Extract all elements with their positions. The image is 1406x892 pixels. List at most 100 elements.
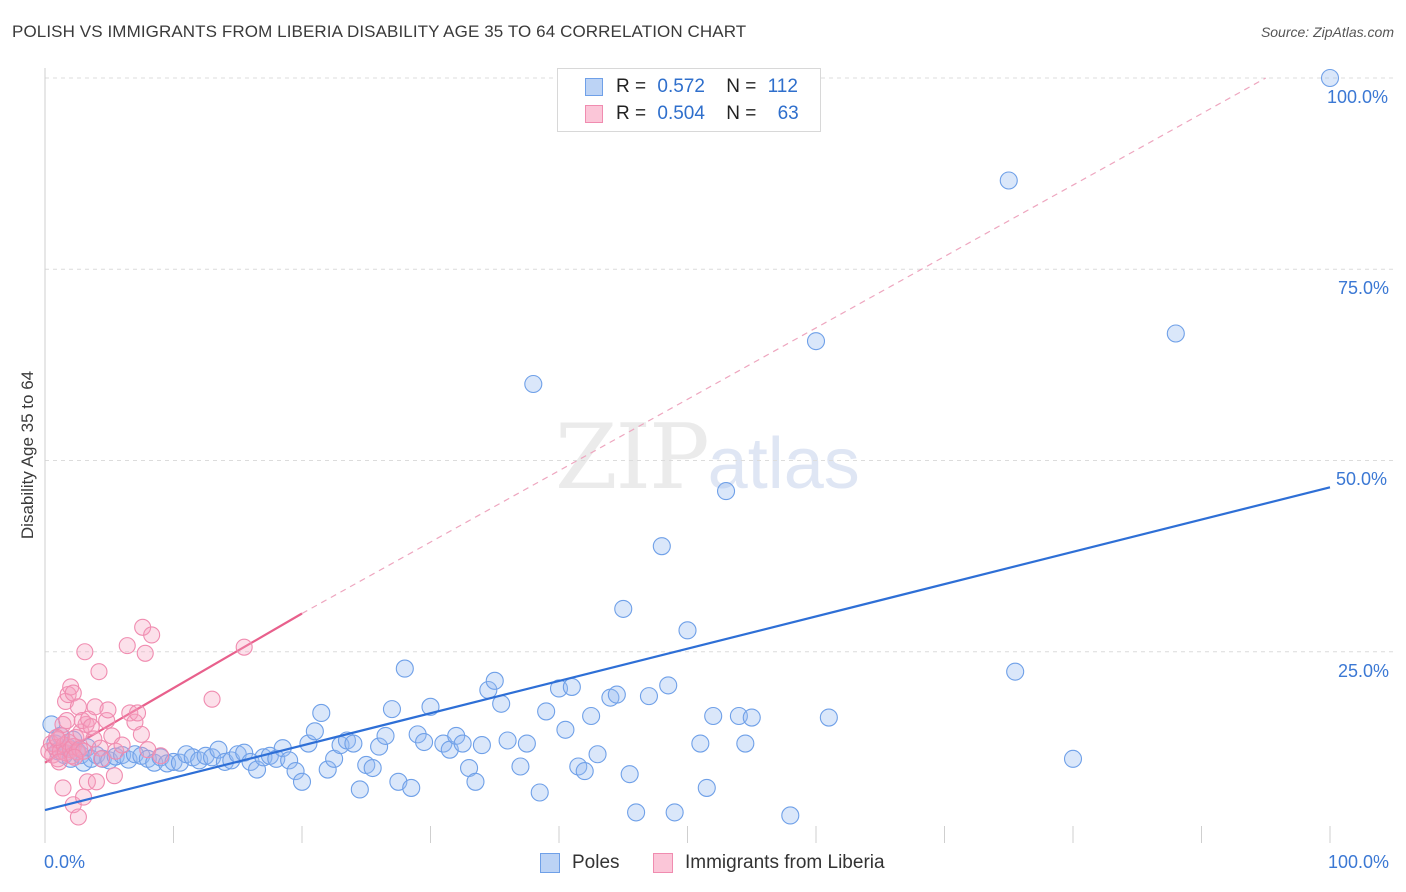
poles-point xyxy=(582,706,601,726)
poles-point xyxy=(781,806,800,825)
legend-row-liberia-text: R = 0.504 N = 63 xyxy=(616,103,799,125)
liberia-point xyxy=(136,644,154,662)
n-label: N = xyxy=(726,76,757,97)
poles-point xyxy=(1063,749,1083,768)
liberia-point xyxy=(105,767,123,785)
liberia-point xyxy=(58,712,76,730)
liberia-point xyxy=(113,736,131,754)
poles-point xyxy=(286,762,305,781)
poles-point xyxy=(1166,324,1185,343)
poles-point xyxy=(292,772,312,791)
y-tick-75: 75.0% xyxy=(1338,278,1390,298)
legend-row-poles: R = 0.572 N = 112 xyxy=(558,74,820,100)
liberia-point xyxy=(99,701,117,719)
poles-point xyxy=(999,171,1018,190)
poles-point xyxy=(485,671,504,690)
liberia-point xyxy=(128,704,147,722)
liberia-point xyxy=(107,742,125,760)
poles-point xyxy=(382,700,402,719)
poles-point xyxy=(530,783,549,802)
poles-point xyxy=(408,725,427,744)
poles-point xyxy=(678,621,697,640)
liberia-point xyxy=(235,638,253,656)
poles-point xyxy=(511,757,530,776)
liberia-point xyxy=(132,725,150,743)
liberia-point xyxy=(69,698,87,716)
poles-point xyxy=(517,734,536,753)
r-label: R = xyxy=(616,76,647,97)
watermark-zip: ZIP xyxy=(555,405,710,510)
poles-point xyxy=(742,708,761,727)
poles-point xyxy=(659,676,678,695)
poles-point xyxy=(704,706,723,726)
poles-point xyxy=(312,703,331,723)
n-label: N = xyxy=(726,103,757,124)
poles-point xyxy=(280,751,299,770)
poles-swatch xyxy=(585,78,603,96)
legend-row-poles-text: R = 0.572 N = 112 xyxy=(616,76,798,98)
liberia-point xyxy=(78,773,96,791)
liberia-point xyxy=(75,742,93,760)
poles-point xyxy=(736,734,755,753)
legend-row-liberia: R = 0.504 N = 63 xyxy=(558,101,820,127)
poles-point xyxy=(607,685,626,704)
poles-point xyxy=(235,743,254,762)
liberia-point xyxy=(85,730,103,748)
poles-legend-label: Poles xyxy=(572,852,620,873)
liberia-legend-label: Immigrants from Liberia xyxy=(685,852,885,873)
liberia-point xyxy=(66,748,84,766)
liberia-point xyxy=(50,753,68,771)
poles-point xyxy=(665,803,684,822)
y-tick-100: 100.0% xyxy=(1327,87,1389,107)
legend-item-poles[interactable]: Poles xyxy=(540,852,620,874)
poles-point xyxy=(691,734,710,753)
liberia-point xyxy=(90,663,108,681)
poles-point xyxy=(350,780,369,799)
liberia-point xyxy=(87,773,105,791)
legend-item-liberia[interactable]: Immigrants from Liberia xyxy=(653,852,885,874)
poles-point xyxy=(1320,68,1340,88)
series-legend: Poles Immigrants from Liberia xyxy=(0,852,1406,878)
liberia-point xyxy=(76,643,94,661)
poles-point xyxy=(344,734,363,753)
liberia-point xyxy=(48,728,66,746)
liberia-point xyxy=(118,637,136,655)
y-tick-25: 25.0% xyxy=(1338,661,1390,681)
poles-point xyxy=(402,778,421,797)
y-tick-50: 50.0% xyxy=(1336,469,1388,489)
poles-point xyxy=(447,726,466,745)
poles-point xyxy=(627,803,646,822)
x-tick-max: 100.0% xyxy=(1328,852,1390,872)
poles-point xyxy=(588,745,607,764)
poles-point xyxy=(376,726,395,745)
poles-point xyxy=(415,732,434,752)
poles-point xyxy=(472,736,491,755)
poles-point xyxy=(639,687,659,706)
liberia-legend-swatch xyxy=(653,853,673,873)
poles-point xyxy=(305,722,324,741)
liberia-point xyxy=(69,808,87,826)
liberia-point xyxy=(152,747,170,765)
n-value-liberia: 63 xyxy=(777,103,799,124)
x-tick-min: 0.0% xyxy=(44,852,86,872)
r-value-liberia: 0.504 xyxy=(657,103,705,124)
poles-point xyxy=(697,778,716,797)
poles-point xyxy=(806,332,826,351)
poles-point xyxy=(363,758,382,778)
y-axis-label: Disability Age 35 to 64 xyxy=(18,370,37,540)
liberia-point xyxy=(143,626,161,644)
poles-point xyxy=(620,765,639,784)
watermark: ZIPatlas xyxy=(555,405,860,510)
poles-point xyxy=(370,737,389,756)
chart-title: POLISH VS IMMIGRANTS FROM LIBERIA DISABI… xyxy=(12,22,747,41)
liberia-swatch xyxy=(585,105,603,123)
r-label: R = xyxy=(616,103,647,124)
liberia-point xyxy=(54,779,72,797)
poles-point xyxy=(652,537,671,556)
liberia-point xyxy=(203,690,221,708)
poles-point xyxy=(575,762,594,781)
poles-point xyxy=(614,599,633,618)
liberia-point xyxy=(86,698,104,716)
poles-trend-line xyxy=(44,486,1331,812)
liberia-point xyxy=(92,750,111,768)
